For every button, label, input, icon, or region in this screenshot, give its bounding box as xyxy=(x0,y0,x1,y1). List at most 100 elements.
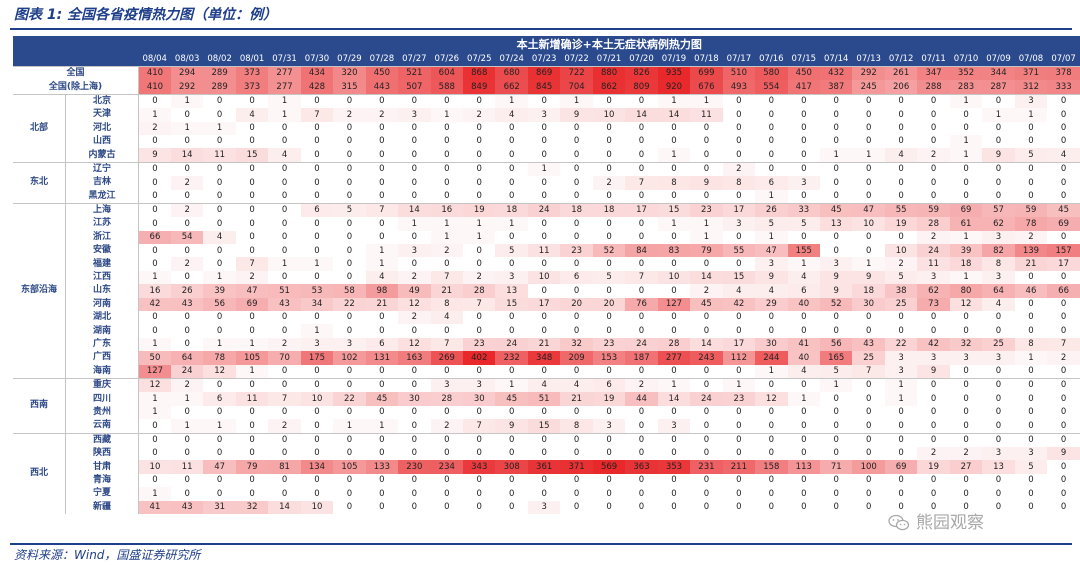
heatmap-cell: 0 xyxy=(625,161,658,177)
heatmap-cell: 0 xyxy=(170,324,204,338)
heatmap-cell: 4 xyxy=(235,108,269,122)
heatmap-cell: 0 xyxy=(949,473,983,488)
heatmap-cell: 1 xyxy=(949,148,983,163)
province-row: 广西 50 64 78 105 70 175 102 131 163 269 402 232 348 209… xyxy=(13,351,1080,365)
heatmap-cell: 410 xyxy=(138,66,171,81)
heatmap-cell: 0 xyxy=(1047,230,1080,245)
heatmap-cell: 0 xyxy=(138,217,171,231)
heatmap-cell: 0 xyxy=(333,230,366,245)
heatmap-cell: 0 xyxy=(235,405,269,420)
heatmap-cell: 82 xyxy=(982,244,1015,258)
province-row: 海南 127 24 12 1 0 0 0 0 0 0 0 0 0 0 0 0 0 0 0 1 4 5 7 3 9 0 0 0 0 xyxy=(13,364,1080,379)
heatmap-cell: 0 xyxy=(690,324,723,338)
heatmap-cell: 0 xyxy=(755,446,788,461)
heatmap-cell: 26 xyxy=(755,202,788,218)
heatmap-cell: 0 xyxy=(787,108,820,122)
heatmap-cell: 2 xyxy=(463,270,496,285)
heatmap-cell: 0 xyxy=(949,392,983,406)
heatmap-cell: 4 xyxy=(527,377,561,393)
heatmap-cell: 4 xyxy=(884,148,918,163)
province-row: 湖南 0 0 0 0 0 1 0 0 0 0 0 0 0 0 0 0 0 0 0 0 0 0 0 0 0 0 0 0 0 xyxy=(13,324,1080,338)
heatmap-cell: 21 xyxy=(1014,257,1048,271)
heatmap-cell: 79 xyxy=(235,460,269,474)
heatmap-cell: 0 xyxy=(884,419,918,434)
heatmap-cell: 7 xyxy=(430,270,464,285)
heatmap-cell: 0 xyxy=(300,217,334,231)
heatmap-cell: 10 xyxy=(300,392,334,406)
heatmap-cell: 45 xyxy=(1047,202,1080,218)
heatmap-cell: 0 xyxy=(430,93,464,109)
heatmap-cell: 0 xyxy=(820,176,853,190)
heatmap-cell: 9 xyxy=(755,270,788,285)
heatmap-cell: 0 xyxy=(235,176,269,190)
heatmap-cell: 0 xyxy=(949,176,983,190)
heatmap-cell: 153 xyxy=(592,351,626,365)
heatmap-cell: 662 xyxy=(495,80,528,95)
heatmap-cell: 84 xyxy=(625,244,658,258)
heatmap-cell: 289 xyxy=(203,80,236,95)
heatmap-cell: 0 xyxy=(982,176,1015,190)
heatmap-cell: 139 xyxy=(1014,244,1048,258)
heatmap-cell: 0 xyxy=(268,473,301,488)
heatmap-cell: 0 xyxy=(917,176,950,190)
heatmap-cell: 0 xyxy=(560,500,593,514)
heatmap-cell: 0 xyxy=(527,324,561,338)
heatmap-cell: 0 xyxy=(625,311,658,325)
heatmap-cell: 0 xyxy=(527,148,561,163)
heatmap-cell: 0 xyxy=(365,93,399,109)
heatmap-cell: 1 xyxy=(138,405,171,420)
heatmap-cell: 244 xyxy=(755,351,788,365)
row-label: 河南 xyxy=(65,297,139,312)
heatmap-cell: 0 xyxy=(203,189,236,204)
heatmap-cell: 0 xyxy=(722,257,756,271)
heatmap-cell: 0 xyxy=(625,217,658,231)
heatmap-cell: 0 xyxy=(398,473,431,488)
heatmap-cell: 363 xyxy=(625,460,658,474)
heatmap-cell: 1 xyxy=(722,377,756,393)
heatmap-cell: 676 xyxy=(690,80,723,95)
heatmap-cell: 0 xyxy=(398,364,431,379)
heatmap-cell: 0 xyxy=(625,148,658,163)
heatmap-cell: 0 xyxy=(722,487,756,501)
heatmap-cell: 0 xyxy=(463,176,496,190)
heatmap-cell: 0 xyxy=(820,446,853,461)
heatmap-cell: 0 xyxy=(495,230,528,245)
heatmap-cell: 0 xyxy=(527,446,561,461)
heatmap-cell: 0 xyxy=(170,161,204,177)
heatmap-cell: 0 xyxy=(884,93,918,109)
heatmap-cell: 0 xyxy=(1047,93,1080,109)
heatmap-cell: 0 xyxy=(495,324,528,338)
heatmap-cell: 1 xyxy=(203,419,236,434)
heatmap-cell: 0 xyxy=(398,176,431,190)
heatmap-cell: 7 xyxy=(1047,337,1080,352)
heatmap-cell: 0 xyxy=(138,473,171,488)
heatmap-cell: 0 xyxy=(917,311,950,325)
heatmap-cell: 1 xyxy=(657,93,691,109)
heatmap-cell: 42 xyxy=(917,337,950,352)
heatmap-cell: 79 xyxy=(690,244,723,258)
heatmap-cell: 0 xyxy=(917,93,950,109)
heatmap-cell: 0 xyxy=(235,121,269,135)
heatmap-cell: 0 xyxy=(268,134,301,149)
heatmap-cell: 0 xyxy=(787,148,820,163)
heatmap-cell: 0 xyxy=(398,161,431,177)
heatmap-cell: 0 xyxy=(625,473,658,488)
heatmap-cell: 0 xyxy=(463,324,496,338)
heatmap-cell: 0 xyxy=(820,134,853,149)
heatmap-cell: 0 xyxy=(949,432,983,447)
heatmap-cell: 7 xyxy=(300,108,334,122)
province-row: 浙江 66 54 4 0 0 0 0 0 0 1 1 0 0 0 0 0 0 1 0 1 0 0 0 0 2 1 3 2 0 xyxy=(13,230,1080,245)
heatmap-cell: 0 xyxy=(333,324,366,338)
heatmap-cell: 0 xyxy=(268,446,301,461)
heatmap-cell: 0 xyxy=(268,270,301,285)
province-row: 青海 0 0 0 0 0 0 0 0 0 0 0 0 0 0 0 0 0 0 0 0 0 0 0 0 0 0 0 0 0 xyxy=(13,473,1080,488)
heatmap-cell: 2 xyxy=(690,284,723,298)
heatmap-cell: 8 xyxy=(430,297,464,312)
heatmap-cell: 9 xyxy=(917,364,950,379)
heatmap-cell: 20 xyxy=(560,297,593,312)
heatmap-cell: 0 xyxy=(755,500,788,514)
heatmap-cell: 0 xyxy=(625,405,658,420)
heatmap-cell: 0 xyxy=(852,311,885,325)
heatmap-cell: 1 xyxy=(203,337,236,352)
heatmap-cell: 0 xyxy=(884,121,918,135)
